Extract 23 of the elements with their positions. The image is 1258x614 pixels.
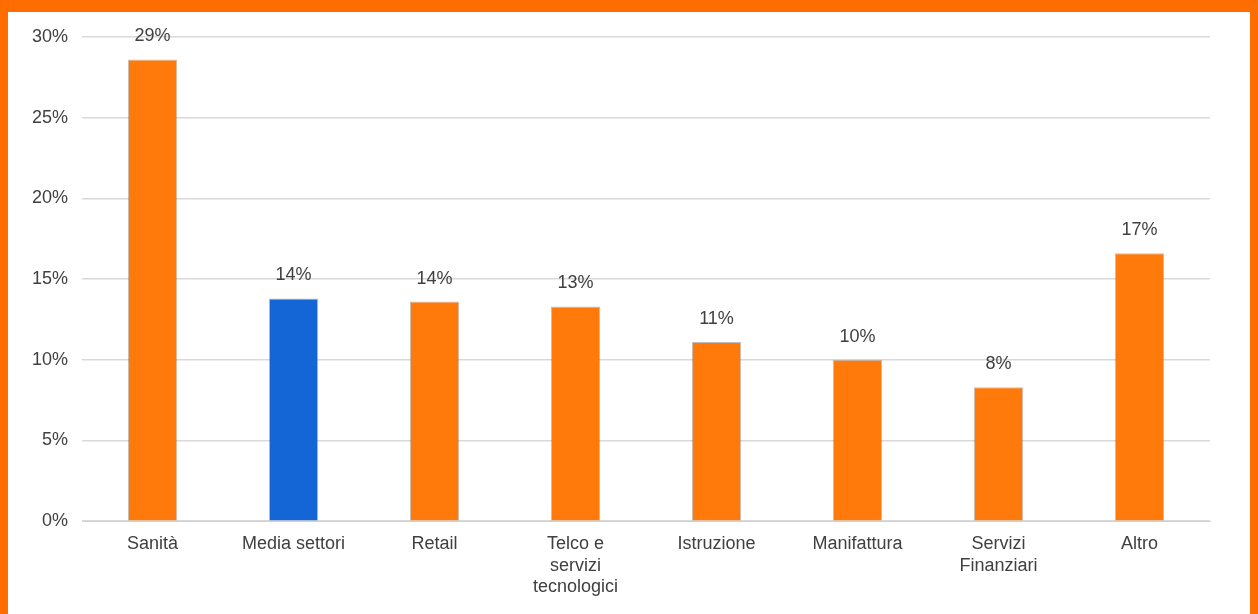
data-label: 8% bbox=[985, 353, 1012, 374]
x-tick-label: Sanità bbox=[127, 532, 180, 553]
y-tick-label: 0% bbox=[42, 510, 69, 531]
x-tick-label: Manifattura bbox=[812, 532, 904, 553]
y-tick-label: 25% bbox=[32, 106, 69, 127]
x-tick-label: Servizi Finanziari bbox=[959, 532, 1038, 575]
data-label: 17% bbox=[1121, 219, 1158, 240]
data-label: 13% bbox=[557, 272, 594, 293]
y-tick-label: 5% bbox=[42, 429, 69, 450]
y-tick-label: 30% bbox=[32, 25, 69, 46]
data-label: 14% bbox=[275, 264, 312, 285]
x-tick-label: Retail bbox=[411, 532, 458, 553]
data-label: 29% bbox=[134, 25, 171, 46]
x-tick-label: Istruzione bbox=[677, 532, 756, 553]
y-tick-label: 15% bbox=[32, 267, 69, 288]
y-tick-label: 10% bbox=[32, 348, 69, 369]
x-tick-label: Altro bbox=[1120, 532, 1159, 553]
data-label: 11% bbox=[699, 307, 734, 328]
x-tick-label: Telco e servizi tecnologici bbox=[532, 532, 619, 597]
data-label: 10% bbox=[839, 325, 876, 346]
x-tick-label: Media settori bbox=[242, 532, 346, 553]
y-tick-label: 20% bbox=[32, 187, 69, 208]
data-label: 14% bbox=[416, 267, 453, 288]
